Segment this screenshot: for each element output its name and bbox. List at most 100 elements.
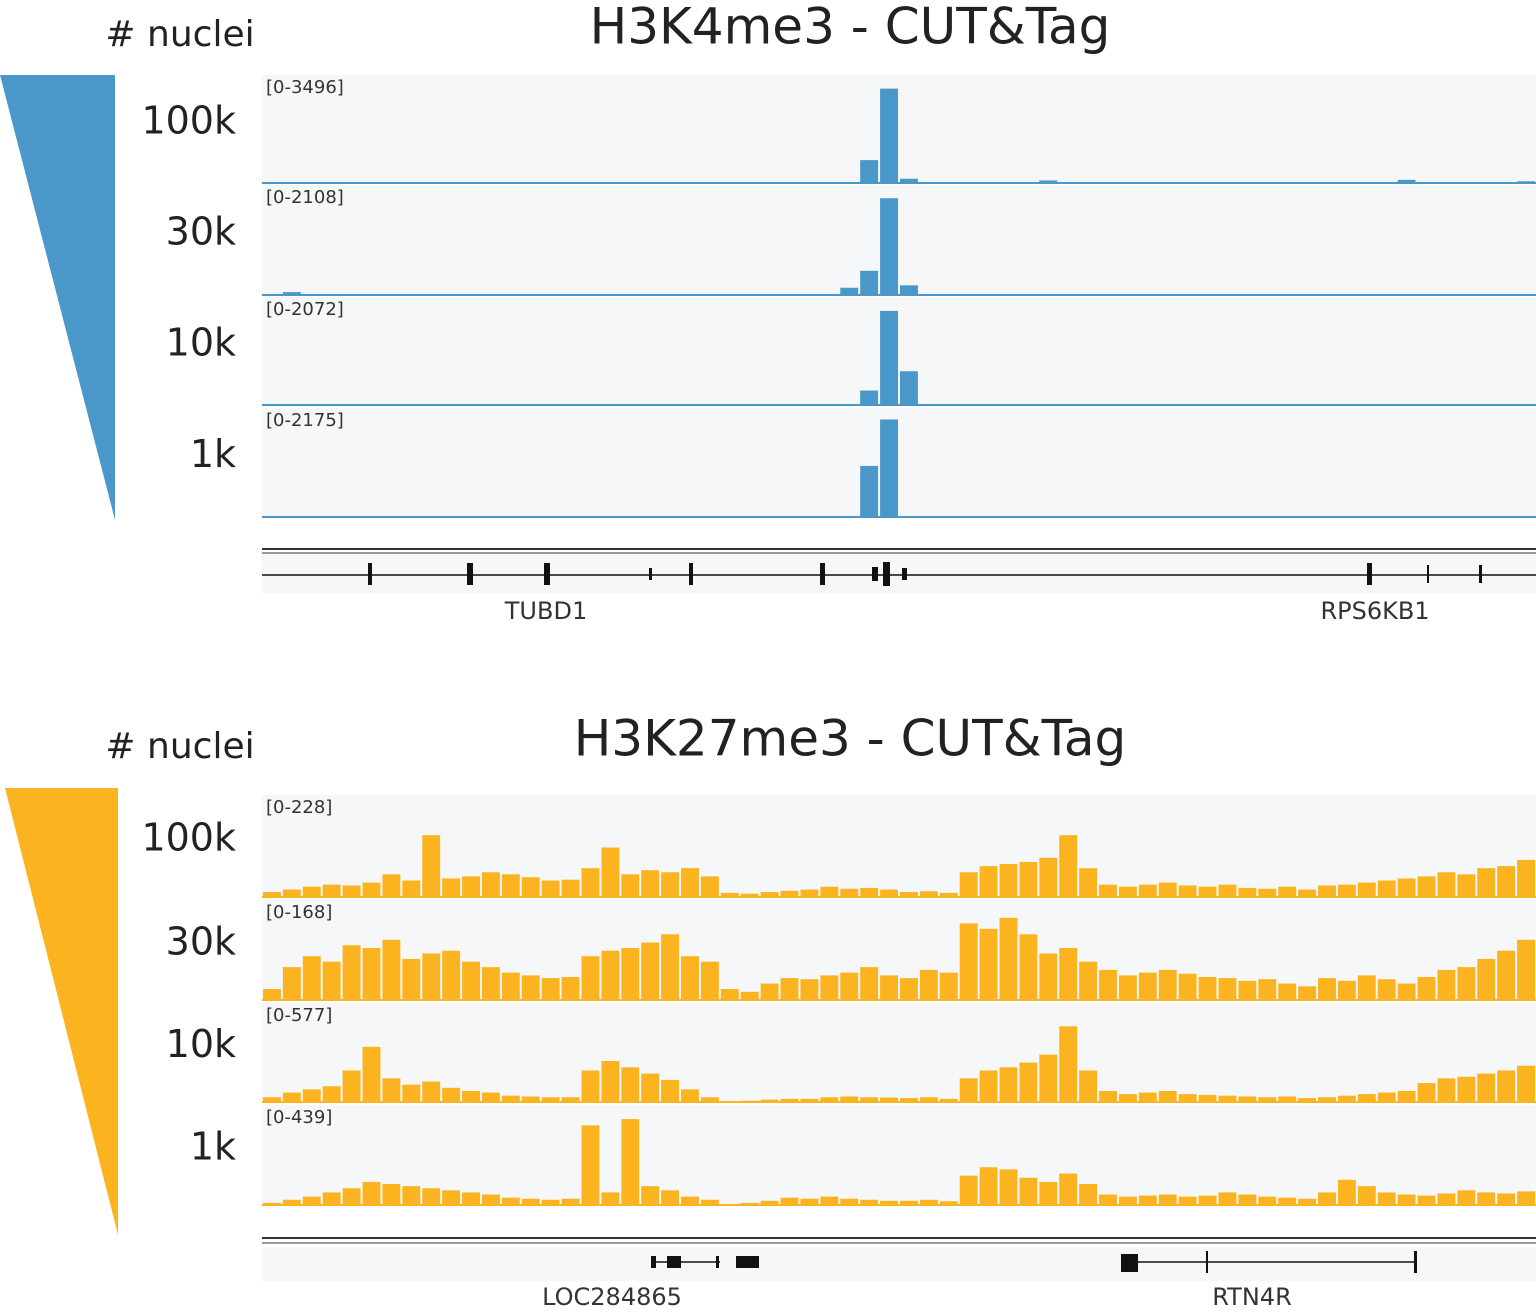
coverage-bar: [860, 1199, 879, 1205]
coverage-bar: [979, 1070, 998, 1102]
coverage-bar: [1218, 1095, 1237, 1102]
coverage-bar: [362, 1046, 381, 1102]
track-range: [0-3496]: [266, 77, 344, 98]
coverage-bar: [840, 972, 859, 1000]
coverage-bar: [462, 961, 480, 1000]
coverage-bar: [880, 889, 898, 897]
coverage-bar: [641, 1186, 660, 1205]
track-name: 1k: [190, 432, 236, 476]
coverage-bar: [442, 1190, 461, 1205]
coverage-bar: [402, 1084, 421, 1102]
coverage-bar: [1118, 975, 1137, 1000]
coverage-bar: [641, 870, 660, 897]
coverage-bar: [700, 1199, 719, 1205]
coverage-bar: [1517, 1191, 1535, 1205]
coverage-bar: [1318, 1192, 1336, 1205]
coverage-bar: [1198, 977, 1217, 1000]
coverage-bar: [1059, 1173, 1078, 1205]
coverage-bar: [362, 882, 381, 897]
coverage-bar: [900, 371, 918, 405]
coverage-bar: [661, 872, 680, 897]
coverage-bar: [282, 967, 301, 1000]
coverage-bar: [1377, 1192, 1396, 1205]
coverage-bar: [1497, 866, 1516, 897]
coverage-bar: [422, 1081, 441, 1102]
coverage-bar: [1158, 1090, 1177, 1102]
coverage-bar: [999, 917, 1018, 1000]
coverage-bar: [521, 1096, 540, 1102]
coverage-bar: [880, 975, 898, 1000]
coverage-bar: [1039, 1054, 1058, 1102]
coverage-bar: [1397, 179, 1416, 183]
coverage-bar: [601, 1060, 620, 1102]
coverage-bar: [1437, 1193, 1456, 1205]
coverage-bar: [1298, 1198, 1317, 1205]
coverage-bar: [760, 1099, 779, 1102]
coverage-bar: [1218, 884, 1237, 897]
coverage-bar: [1477, 958, 1496, 1000]
coverage-bar: [1397, 878, 1416, 897]
coverage-bar: [1198, 1094, 1217, 1102]
coverage-bar: [282, 1199, 301, 1205]
coverage-bar: [740, 991, 759, 1000]
coverage-bar: [1357, 1094, 1376, 1102]
coverage-bar: [402, 958, 421, 1000]
coverage-bar: [1437, 969, 1456, 1000]
coverage-bar: [521, 975, 540, 1000]
nuclei-wedge: [5, 788, 118, 1235]
coverage-bar: [641, 942, 660, 1000]
coverage-bar: [1258, 888, 1277, 897]
coverage-bar: [1039, 180, 1058, 183]
coverage-bar: [900, 892, 918, 897]
coverage-bar: [820, 1097, 839, 1102]
panel-title: H3K4me3 - CUT&Tag: [590, 0, 1111, 56]
coverage-bar: [999, 1169, 1018, 1205]
coverage-bar: [820, 1196, 839, 1205]
coverage-bar: [959, 1078, 978, 1102]
coverage-bar: [740, 1202, 759, 1205]
coverage-bar: [1397, 1194, 1416, 1205]
coverage-bar: [860, 465, 879, 517]
coverage-bar: [382, 1184, 401, 1205]
coverage-bar: [263, 1202, 281, 1205]
coverage-bar: [362, 947, 381, 1000]
coverage-bar: [601, 1192, 620, 1205]
track-range: [0-168]: [266, 902, 332, 923]
coverage-bar: [1178, 1196, 1197, 1205]
track-name: 1k: [190, 1125, 236, 1169]
coverage-bar: [1417, 876, 1436, 897]
coverage-bar: [422, 953, 441, 1000]
coverage-bar: [621, 947, 640, 1000]
coverage-bar: [1059, 947, 1078, 1000]
coverage-bar: [1059, 835, 1078, 897]
coverage-bar: [342, 1070, 361, 1102]
coverage-bar: [282, 1092, 301, 1102]
coverage-bar: [1298, 1098, 1317, 1102]
coverage-bar: [1417, 1195, 1436, 1205]
track-background: [262, 408, 1536, 517]
coverage-bar: [302, 886, 321, 897]
coverage-bar: [362, 1181, 381, 1205]
coverage-bar: [1377, 880, 1396, 897]
coverage-bar: [700, 876, 719, 897]
track-name: 30k: [166, 920, 236, 964]
coverage-bar: [1278, 983, 1297, 1000]
coverage-bar: [1357, 1186, 1376, 1205]
coverage-bar: [1099, 884, 1117, 897]
coverage-bar: [501, 972, 520, 1000]
gene-name: RTN4R: [1212, 1283, 1292, 1311]
coverage-bar: [1477, 868, 1496, 897]
coverage-bar: [1337, 1179, 1356, 1205]
coverage-bar: [521, 1198, 540, 1205]
coverage-bar: [860, 887, 879, 897]
track-background: [262, 1105, 1536, 1205]
coverage-bar: [561, 977, 580, 1000]
coverage-bar: [501, 1197, 520, 1205]
coverage-bar: [422, 835, 441, 897]
coverage-bar: [1278, 1197, 1297, 1205]
coverage-bar: [661, 1079, 680, 1102]
coverage-bar: [800, 979, 819, 1000]
coverage-bar: [1298, 889, 1317, 897]
coverage-bar: [1178, 973, 1197, 1000]
coverage-bar: [959, 1175, 978, 1205]
